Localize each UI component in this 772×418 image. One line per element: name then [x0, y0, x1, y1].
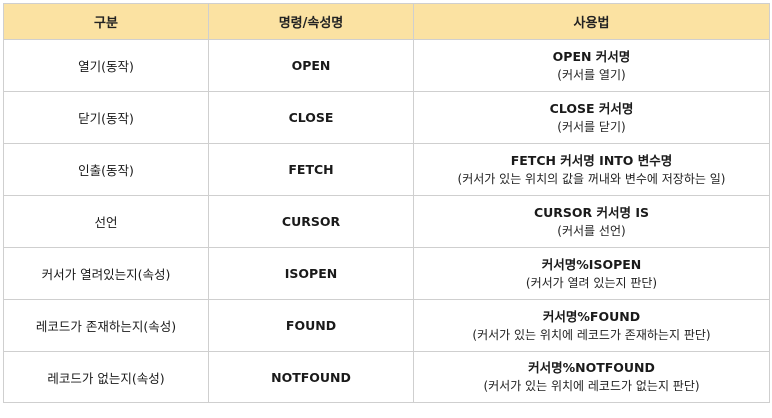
row-command: CURSOR	[208, 195, 414, 248]
row-usage-cell: 커서명%FOUND (커서가 있는 위치에 레코드가 존재하는지 판단)	[413, 299, 770, 352]
row-usage-note: (커서를 닫기)	[557, 119, 626, 134]
row-command: OPEN	[208, 39, 414, 92]
table-row: 인출(동작) FETCH FETCH 커서명 INTO 변수명 (커서가 있는 …	[3, 143, 770, 196]
row-usage-note: (커서가 열려 있는지 판단)	[525, 275, 658, 290]
row-usage: 커서명%ISOPEN	[541, 256, 642, 272]
row-usage: OPEN 커서명	[552, 48, 631, 64]
row-usage-note: (커서가 있는 위치에 레코드가 없는지 판단)	[483, 379, 700, 393]
row-category: 레코드가 존재하는지(속성)	[3, 299, 209, 352]
row-usage-cell: 커서명%NOTFOUND (커서가 있는 위치에 레코드가 없는지 판단)	[413, 351, 770, 403]
row-category: 선언	[3, 195, 209, 248]
row-command: FOUND	[208, 299, 414, 352]
row-usage: CLOSE 커서명	[549, 100, 634, 116]
cursor-commands-table-container: 구분 명령/속성명 사용법 열기(동작) OPEN OPEN 커서명 (커서를 …	[3, 3, 770, 403]
cursor-commands-table: 구분 명령/속성명 사용법 열기(동작) OPEN OPEN 커서명 (커서를 …	[3, 3, 770, 403]
table-row: 레코드가 없는지(속성) NOTFOUND 커서명%NOTFOUND (커서가 …	[3, 351, 770, 403]
row-category: 열기(동작)	[3, 39, 209, 92]
row-usage: FETCH 커서명 INTO 변수명	[510, 152, 673, 168]
table-row: 커서가 열려있는지(속성) ISOPEN 커서명%ISOPEN (커서가 열려 …	[3, 247, 770, 300]
table-row: 닫기(동작) CLOSE CLOSE 커서명 (커서를 닫기)	[3, 91, 770, 144]
table-header: 구분 명령/속성명 사용법	[3, 3, 770, 40]
table-row: 선언 CURSOR CURSOR 커서명 IS (커서를 선언)	[3, 195, 770, 248]
row-usage: 커서명%NOTFOUND	[528, 360, 655, 375]
table-row: 레코드가 존재하는지(속성) FOUND 커서명%FOUND (커서가 있는 위…	[3, 299, 770, 352]
row-usage-note: (커서가 있는 위치의 값을 꺼내와 변수에 저장하는 일)	[457, 171, 726, 186]
row-usage: CURSOR 커서명 IS	[533, 204, 650, 220]
row-usage-note: (커서가 있는 위치에 레코드가 존재하는지 판단)	[472, 327, 711, 342]
table-row: 열기(동작) OPEN OPEN 커서명 (커서를 열기)	[3, 39, 770, 92]
table-body: 열기(동작) OPEN OPEN 커서명 (커서를 열기) 닫기(동작) CLO…	[3, 39, 770, 403]
row-usage-cell: CLOSE 커서명 (커서를 닫기)	[413, 91, 770, 144]
row-category: 레코드가 없는지(속성)	[3, 351, 209, 403]
header-row: 구분 명령/속성명 사용법	[3, 3, 770, 40]
row-usage-cell: FETCH 커서명 INTO 변수명 (커서가 있는 위치의 값을 꺼내와 변수…	[413, 143, 770, 196]
row-category: 인출(동작)	[3, 143, 209, 196]
row-command: CLOSE	[208, 91, 414, 144]
row-command: ISOPEN	[208, 247, 414, 300]
row-command: FETCH	[208, 143, 414, 196]
row-category: 커서가 열려있는지(속성)	[3, 247, 209, 300]
row-usage-cell: OPEN 커서명 (커서를 열기)	[413, 39, 770, 92]
header-usage: 사용법	[413, 3, 770, 40]
row-usage-note: (커서를 열기)	[557, 67, 626, 82]
row-command: NOTFOUND	[208, 351, 414, 403]
row-category: 닫기(동작)	[3, 91, 209, 144]
row-usage: 커서명%FOUND	[542, 308, 641, 324]
header-category: 구분	[3, 3, 209, 40]
header-command: 명령/속성명	[208, 3, 414, 40]
row-usage-note: (커서를 선언)	[557, 223, 626, 238]
row-usage-cell: 커서명%ISOPEN (커서가 열려 있는지 판단)	[413, 247, 770, 300]
row-usage-cell: CURSOR 커서명 IS (커서를 선언)	[413, 195, 770, 248]
